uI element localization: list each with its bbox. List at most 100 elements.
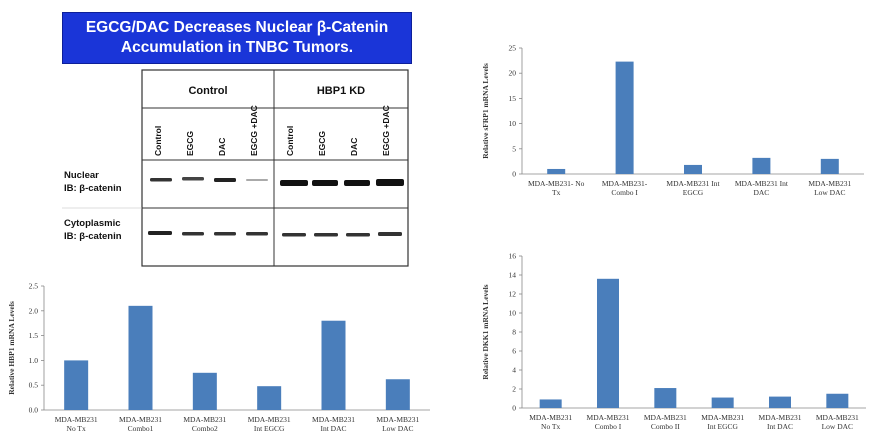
bar bbox=[820, 158, 839, 174]
x-category-label: MDA-MB231 bbox=[808, 179, 851, 188]
x-category-label: Low DAC bbox=[822, 422, 853, 431]
lane-label: EGCG bbox=[185, 131, 195, 156]
bar bbox=[654, 388, 677, 408]
y-tick-label: 5 bbox=[512, 144, 516, 153]
y-tick-label: 2 bbox=[512, 385, 516, 394]
blot-band bbox=[148, 231, 172, 235]
lane-label: EGCG +DAC bbox=[381, 105, 391, 156]
x-category-label: DAC bbox=[753, 188, 769, 197]
x-category-label: MDA-MB231 bbox=[183, 415, 226, 424]
x-category-label: MDA-MB231 bbox=[759, 413, 802, 422]
y-tick-label: 14 bbox=[509, 271, 517, 280]
x-category-label: MDA-MB231 Int bbox=[666, 179, 720, 188]
chart-dkk1: 0 2 4 6 8 10 12 14 16 Relative DKK1 mRNA Levels MD… bbox=[474, 250, 869, 443]
bar bbox=[257, 386, 282, 410]
y-tick-label: 1.5 bbox=[29, 331, 39, 340]
x-category-label: Int DAC bbox=[320, 424, 346, 433]
lane-label: Control bbox=[153, 126, 163, 156]
y-tick-label: 10 bbox=[509, 309, 517, 318]
bar bbox=[385, 379, 410, 410]
y-tick-label: 0.5 bbox=[29, 381, 39, 390]
blot-group-control: Control bbox=[188, 85, 227, 97]
blot-band bbox=[150, 178, 172, 182]
bar bbox=[826, 393, 849, 408]
y-tick-label: 10 bbox=[509, 119, 517, 128]
x-category-label: MDA-MB231- bbox=[602, 179, 648, 188]
chart-hbp1-svg: 0.0 0.5 1.0 1.5 2.0 2.5 Relative HBP1 mRNA Lev… bbox=[7, 282, 430, 433]
title-banner: EGCG/DAC Decreases Nuclear β-Catenin Acc… bbox=[62, 12, 412, 64]
x-category-label: MDA-MB231 bbox=[119, 415, 162, 424]
blot-row-nuclear-label: Nuclear bbox=[64, 170, 99, 181]
blot-row-nuclear-sublabel: IB: β-catenin bbox=[64, 183, 122, 194]
blot-row-cytoplasmic-sublabel: IB: β-catenin bbox=[64, 231, 122, 242]
y-tick-label: 0 bbox=[512, 170, 516, 179]
blot-band bbox=[312, 180, 338, 186]
blot-band bbox=[280, 180, 308, 186]
y-tick-label: 2.0 bbox=[29, 306, 39, 315]
western-blot-panel: Control HBP1 KD Control EGCG DAC EGCG +D… bbox=[62, 68, 410, 268]
y-tick-label: 8 bbox=[512, 328, 516, 337]
y-tick-label: 0 bbox=[512, 404, 516, 413]
y-tick-label: 25 bbox=[509, 44, 517, 53]
x-category-label: MDA-MB231 bbox=[587, 413, 630, 422]
bar bbox=[321, 320, 346, 410]
x-category-label: MDA-MB231 bbox=[816, 413, 859, 422]
nuclear-bands bbox=[150, 177, 404, 186]
bar bbox=[684, 164, 702, 174]
bar bbox=[615, 61, 634, 174]
banner-line-1: EGCG/DAC Decreases Nuclear β-Catenin bbox=[85, 19, 389, 36]
bar bbox=[192, 372, 217, 410]
bar bbox=[597, 278, 619, 408]
blot-band bbox=[378, 232, 402, 236]
chart-dkk1-svg: 0 2 4 6 8 10 12 14 16 Relative DKK1 mRNA Levels MD… bbox=[481, 252, 866, 431]
x-category-label: Low DAC bbox=[382, 424, 413, 433]
lane-label: EGCG bbox=[317, 131, 327, 156]
blot-band bbox=[246, 179, 268, 181]
x-category-label: Tx bbox=[552, 188, 561, 197]
x-category-label: Combo2 bbox=[192, 424, 218, 433]
y-tick-label: 4 bbox=[512, 366, 516, 375]
lane-label: EGCG +DAC bbox=[249, 105, 259, 156]
x-category-label: Combo1 bbox=[128, 424, 154, 433]
x-category-label: Int DAC bbox=[767, 422, 793, 431]
x-category-label: Int EGCG bbox=[254, 424, 285, 433]
x-category-label: MDA-MB231 bbox=[248, 415, 291, 424]
bar bbox=[711, 397, 734, 408]
bar bbox=[64, 360, 89, 410]
x-category-label: MDA-MB231 bbox=[312, 415, 355, 424]
blot-band bbox=[214, 178, 236, 182]
chart-sfrp1-svg: 0 5 10 15 20 25 Relative sFRP1 mRNA Levels MDA-… bbox=[481, 44, 864, 197]
cytoplasmic-bands bbox=[148, 231, 402, 237]
bar bbox=[547, 168, 566, 174]
x-category-label: Int EGCG bbox=[707, 422, 738, 431]
y-tick-label: 15 bbox=[509, 94, 517, 103]
chart-sfrp1: 0 5 10 15 20 25 Relative sFRP1 mRNA Levels MDA-… bbox=[474, 40, 869, 212]
x-category-label: MDA-MB231 bbox=[376, 415, 419, 424]
y-tick-label: 0.0 bbox=[29, 406, 39, 415]
bar bbox=[539, 399, 562, 408]
blot-band bbox=[282, 233, 306, 237]
bar bbox=[752, 157, 771, 174]
blot-band bbox=[346, 233, 370, 237]
y-axis-label: Relative sFRP1 mRNA Levels bbox=[481, 63, 490, 159]
x-category-label: EGCG bbox=[683, 188, 704, 197]
x-category-label: No Tx bbox=[541, 422, 560, 431]
x-category-label: MDA-MB231- No bbox=[528, 179, 585, 188]
y-tick-label: 1.0 bbox=[29, 356, 39, 365]
bar bbox=[769, 396, 791, 408]
x-category-label: Combo II bbox=[651, 422, 680, 431]
x-category-label: MDA-MB231 bbox=[701, 413, 744, 422]
y-tick-label: 12 bbox=[509, 290, 517, 299]
lane-label: DAC bbox=[217, 138, 227, 156]
blot-group-hbp1-kd: HBP1 KD bbox=[317, 85, 365, 97]
chart-hbp1: 0.0 0.5 1.0 1.5 2.0 2.5 Relative HBP1 mRNA Lev… bbox=[0, 276, 440, 443]
x-category-label: Low DAC bbox=[814, 188, 845, 197]
blot-band bbox=[246, 232, 268, 236]
blot-row-cytoplasmic-label: Cytoplasmic bbox=[64, 218, 121, 229]
lane-label: DAC bbox=[349, 138, 359, 156]
y-axis-label: Relative DKK1 mRNA Levels bbox=[481, 284, 490, 379]
y-axis-label: Relative HBP1 mRNA Levels bbox=[7, 301, 16, 395]
western-blot: Control HBP1 KD Control EGCG DAC EGCG +D… bbox=[62, 69, 409, 267]
blot-band bbox=[182, 232, 204, 236]
y-tick-label: 16 bbox=[509, 252, 517, 261]
